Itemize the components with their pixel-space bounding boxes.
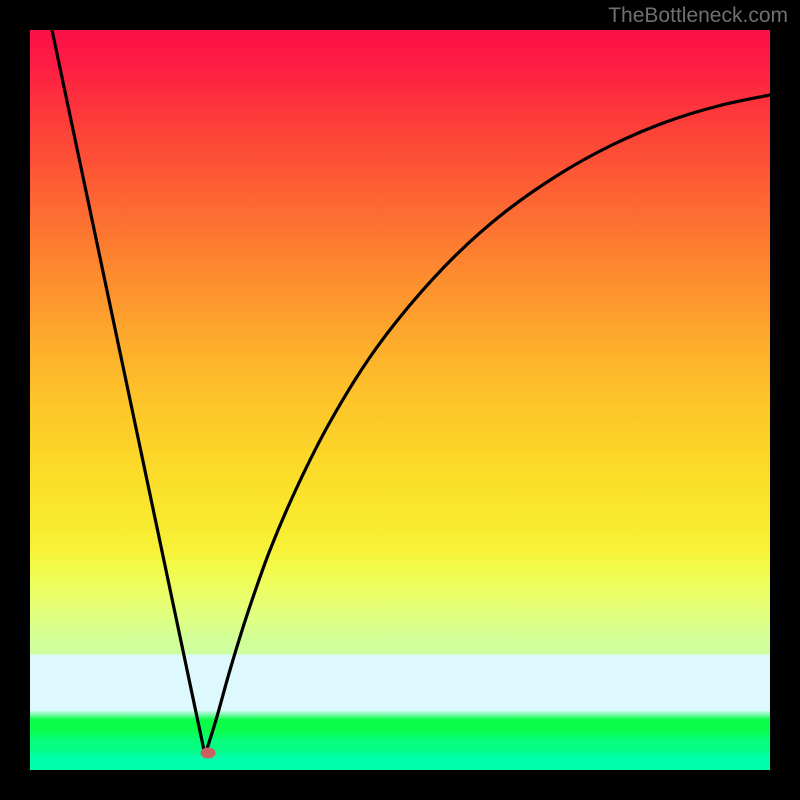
watermark-text: TheBottleneck.com — [608, 4, 788, 28]
chart-plot-area — [30, 30, 770, 770]
chart-gradient-background — [30, 30, 770, 770]
minimum-marker — [201, 748, 216, 759]
